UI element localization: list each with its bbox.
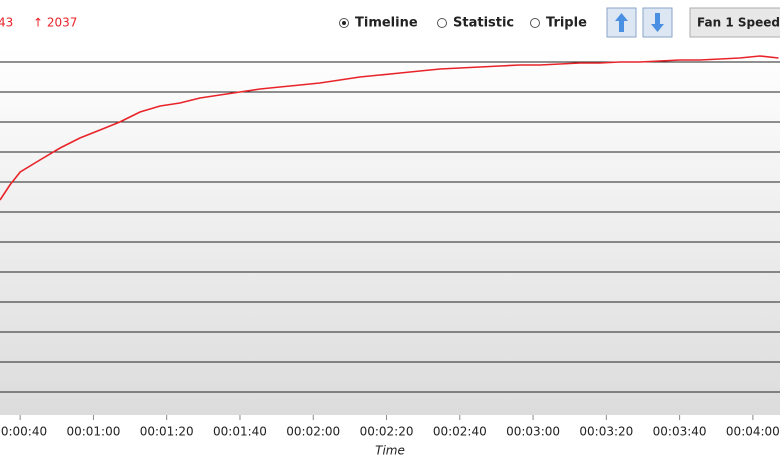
x-axis-label: Time (375, 444, 405, 458)
sensor-button[interactable] (689, 7, 780, 38)
x-tick-label: 00:03:40 (653, 425, 707, 439)
x-tick-label: 00:03:20 (579, 425, 633, 439)
radio-dot (342, 21, 346, 25)
view-option[interactable]: Triple (546, 16, 587, 31)
x-tick-label: 00:01:40 (213, 425, 267, 439)
x-tick-label: 00:01:20 (140, 425, 194, 439)
x-tick-label: 00:00:40 (0, 425, 47, 439)
plot-area (0, 47, 780, 415)
x-tick-label: 00:01:00 (66, 425, 120, 439)
min-value: 43 (0, 16, 13, 30)
data-line (0, 55, 779, 201)
x-tick-label: 00:02:20 (360, 425, 414, 439)
view-option[interactable]: Timeline (355, 16, 418, 31)
radio[interactable] (530, 18, 540, 28)
x-tick-label: 00:02:00 (286, 425, 340, 439)
radio[interactable] (437, 18, 447, 28)
up-button[interactable] (606, 7, 637, 38)
view-option[interactable]: Statistic (453, 16, 514, 31)
sensor-label: Fan 1 Speed ( (697, 16, 780, 30)
max-value: ↑ 2037 (33, 16, 77, 30)
down-button[interactable] (642, 7, 673, 38)
x-tick-label: 00:03:00 (506, 425, 560, 439)
x-tick-label: 00:04:00 (726, 425, 780, 439)
x-tick-label: 00:02:40 (433, 425, 487, 439)
